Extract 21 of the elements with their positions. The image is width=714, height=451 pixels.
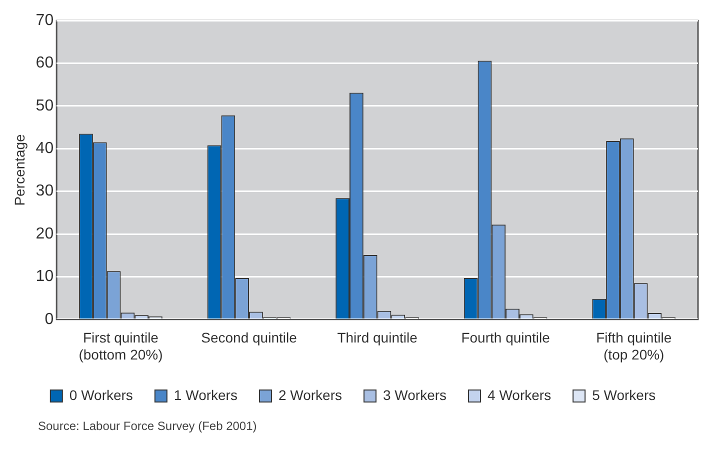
legend-label: 0 Workers [69,386,133,403]
x-tick-label: Fifth quintile (top 20%) [596,330,672,362]
legend-label: 4 Workers [488,386,552,403]
x-tick-label: Third quintile [337,330,418,346]
source-note: Source: Labour Force Survey (Feb 2001) [38,419,258,433]
y-tick-label: 50 [36,97,54,114]
y-axis-title: Percentage [11,134,28,206]
y-tick-label: 70 [36,12,54,30]
y-tick-label: 40 [36,140,54,158]
y-tick-label: 0 [44,310,54,328]
y-tick-label: 10 [36,268,54,286]
x-tick-label: First quintile (bottom 20%) [78,330,163,362]
legend-label: 3 Workers [383,386,447,403]
y-tick-label: 60 [36,54,54,72]
legend-label: 5 Workers [592,386,656,403]
legend-label: 1 Workers [174,386,238,403]
legend-label: 2 Workers [278,386,342,403]
x-tick-label: Second quintile [201,330,298,346]
y-tick-label: 30 [36,182,54,200]
y-tick-label: 20 [36,225,54,242]
x-tick-label: Fourth quintile [461,330,550,346]
